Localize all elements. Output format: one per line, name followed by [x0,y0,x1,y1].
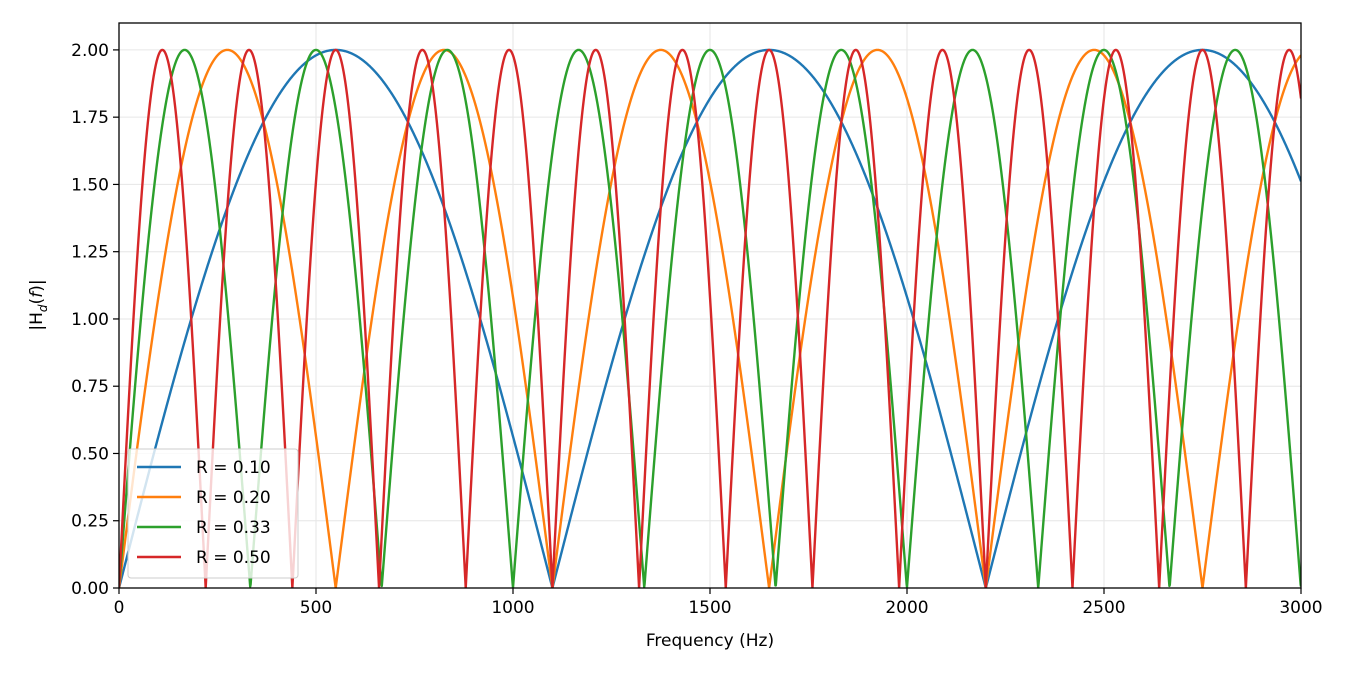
y-tick-label: 0.50 [71,444,109,464]
y-tick-label: 1.25 [71,243,109,263]
ylabel-subscript: d [36,304,50,312]
legend-label-3: R = 0.33 [196,518,271,538]
legend-label-4: R = 0.50 [196,548,271,568]
y-tick-label: 0.00 [71,579,109,599]
ylabel-suffix: )| [27,279,47,291]
series-line-2 [119,48,1301,588]
series-line-1 [119,48,1301,588]
y-axis-label: |Hd(f)| [27,279,50,330]
x-tick-label: 0 [114,598,125,618]
y-tick-label: 2.00 [71,41,109,61]
ylabel-prefix: |H [27,312,47,331]
y-tick-label: 1.50 [71,175,109,195]
legend-label-2: R = 0.20 [196,488,271,508]
y-tick-label: 1.75 [71,108,109,128]
ylabel-open-paren: ( [27,298,47,305]
y-tick-label: 0.25 [71,512,109,532]
x-tick-label: 1500 [688,598,731,618]
y-tick-label: 1.00 [71,310,109,330]
legend-label-1: R = 0.10 [196,458,271,478]
ylabel-variable: f [27,289,47,298]
y-tick-label: 0.75 [71,377,109,397]
x-axis-label: Frequency (Hz) [646,631,774,651]
series-line-4 [119,48,1301,588]
x-tick-label: 500 [300,598,332,618]
x-tick-label: 3000 [1279,598,1322,618]
series-lines [119,48,1301,588]
legend-box [127,448,299,579]
series-line-3 [119,48,1301,588]
x-tick-label: 2500 [1082,598,1125,618]
x-axis: 0 500 1000 1500 2000 2500 3000 [114,588,1323,618]
x-tick-label: 1000 [491,598,534,618]
y-axis: 0.00 0.25 0.50 0.75 1.00 1.25 1.50 1.75 2.00 [71,41,119,599]
x-tick-label: 2000 [885,598,928,618]
legend: R = 0.10 R = 0.20 R = 0.33 R = 0.50 [127,448,299,579]
